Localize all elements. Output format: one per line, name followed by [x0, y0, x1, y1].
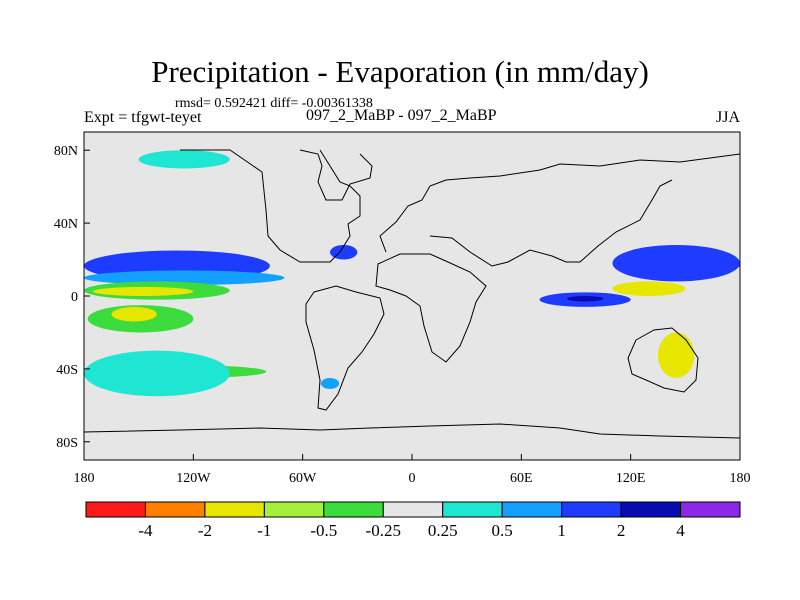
lon-tick-label: 120W [176, 471, 211, 486]
legend-swatch [442, 501, 503, 518]
legend-label: -4 [138, 521, 153, 540]
anomaly-west-pacific-wet-outer [612, 244, 740, 282]
lat-tick-label: 40N [54, 217, 78, 232]
coastline-eurasia [379, 153, 740, 253]
legend-swatch [85, 501, 146, 518]
legend-label: -1 [257, 521, 271, 540]
anomaly-australia-dry [658, 332, 695, 378]
lat-tick-label: 80S [56, 436, 78, 451]
anomaly-west-pacific-dry [612, 281, 686, 297]
anomaly-pacific-dry-core [93, 286, 194, 297]
chart-title: Precipitation - Evaporation (in mm/day) [151, 54, 649, 89]
legend-swatch [382, 501, 444, 518]
legend-swatch [144, 501, 206, 518]
lat-ticks: 80N 40N 0 40S 80S [54, 144, 90, 451]
anomaly-indian-wet-core [566, 296, 604, 302]
legend-label: -0.5 [310, 521, 337, 540]
legend-label: 0.25 [428, 521, 458, 540]
lon-tick-label: 60E [510, 471, 533, 486]
lat-tick-label: 0 [71, 290, 78, 305]
coastline-antarctica [84, 423, 740, 439]
anomaly-atlantic-wet [330, 244, 358, 260]
lon-tick-label: 180 [730, 471, 751, 486]
legend-swatch [620, 501, 682, 518]
anomaly-pacific-wet-south [84, 270, 285, 286]
lon-tick-label: 180 [74, 471, 95, 486]
coastline-asia-south [429, 179, 673, 267]
coastline-south-america [305, 285, 385, 411]
coastline-africa [375, 253, 487, 363]
legend-swatch [561, 501, 622, 518]
legend-label: 0.5 [492, 521, 513, 540]
lon-ticks: 180 120W 60W 0 60E 120E 180 [74, 454, 751, 486]
experiment-label: Expt = tfgwt-teyet [84, 109, 202, 126]
lat-tick-label: 40S [56, 363, 78, 378]
lon-tick-label: 120E [616, 471, 646, 486]
legend-label: 1 [557, 521, 566, 540]
legend-swatch [680, 501, 741, 518]
coastline-greenland [299, 149, 373, 201]
anomaly-layer [84, 150, 740, 397]
legend-label: 2 [617, 521, 626, 540]
legend-label: -2 [198, 521, 212, 540]
stats-text: rmsd= 0.592421 diff= -0.00361338 [175, 96, 373, 111]
season-label: JJA [716, 109, 741, 126]
lon-tick-label: 60W [289, 471, 317, 486]
anomaly-arctic-wet [138, 150, 230, 169]
coastline-australia [627, 327, 699, 393]
legend-swatch [204, 501, 265, 518]
anomaly-south-pacific-dry-core [111, 306, 157, 322]
coastlines [84, 149, 740, 439]
lon-tick-label: 0 [409, 471, 416, 486]
subtitle: 097_2_MaBP - 097_2_MaBP [306, 107, 497, 124]
legend-swatch [323, 501, 384, 518]
colorbar-legend: -4 -2 -1 -0.5 -0.25 0.25 0.5 1 2 4 [85, 501, 741, 540]
anomaly-south-atlantic-wet [320, 378, 340, 389]
legend-swatch [501, 501, 563, 518]
legend-swatch [263, 501, 325, 518]
lat-tick-label: 80N [54, 144, 78, 159]
legend-label: -0.25 [366, 521, 401, 540]
coastline-north-america [180, 149, 361, 263]
anomaly-southern-ocean-wet [84, 350, 230, 397]
legend-label: 4 [676, 521, 685, 540]
